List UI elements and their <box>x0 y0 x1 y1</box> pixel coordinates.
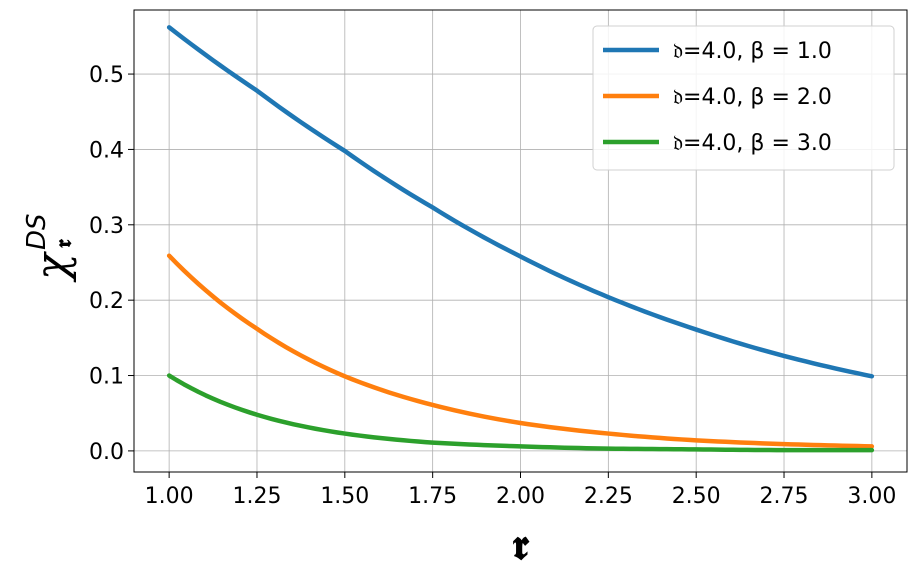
legend-entry-3: 𝔡=4.0, β = 3.0 <box>673 131 832 156</box>
legend: 𝔡=4.0, β = 1.0 𝔡=4.0, β = 2.0 𝔡=4.0, β = 3… <box>592 25 895 171</box>
y-tick-label: 0.5 <box>89 63 124 88</box>
series-line-1 <box>166 25 875 379</box>
series-lines <box>166 25 875 453</box>
series-line-3 <box>166 373 875 453</box>
x-tick-label: 1.75 <box>408 484 457 509</box>
x-tick-label: 1.50 <box>320 484 369 509</box>
y-axis-label-subscript: 𝖗 <box>51 238 77 248</box>
y-axis-label-base: χ <box>27 251 78 283</box>
x-tick-label: 2.25 <box>584 484 633 509</box>
y-tick-label: 0.1 <box>89 365 124 390</box>
x-axis-label: 𝖗 <box>512 520 530 569</box>
y-tick-label: 0.0 <box>89 440 124 465</box>
legend-box <box>592 25 895 171</box>
y-tick-label: 0.2 <box>89 289 124 314</box>
legend-entry-2: 𝔡=4.0, β = 2.0 <box>673 85 832 110</box>
y-ticks: 0.0 0.1 0.2 0.3 0.4 0.5 <box>89 63 134 465</box>
y-axis-label: χ DS 𝖗 <box>22 213 78 283</box>
x-tick-label: 1.25 <box>232 484 281 509</box>
x-tick-label: 2.50 <box>672 484 721 509</box>
x-tick-label: 2.00 <box>496 484 545 509</box>
series-line-2 <box>166 253 875 449</box>
x-ticks: 1.00 1.25 1.50 1.75 2.00 2.25 2.50 2.75 3.00 <box>145 472 896 509</box>
legend-entry-1: 𝔡=4.0, β = 1.0 <box>673 39 832 64</box>
y-axis-label-superscript: DS <box>22 213 52 250</box>
x-tick-label: 2.75 <box>760 484 809 509</box>
y-tick-label: 0.4 <box>89 138 124 163</box>
y-tick-label: 0.3 <box>89 214 124 239</box>
x-tick-label: 3.00 <box>847 484 896 509</box>
x-tick-label: 1.00 <box>145 484 194 509</box>
